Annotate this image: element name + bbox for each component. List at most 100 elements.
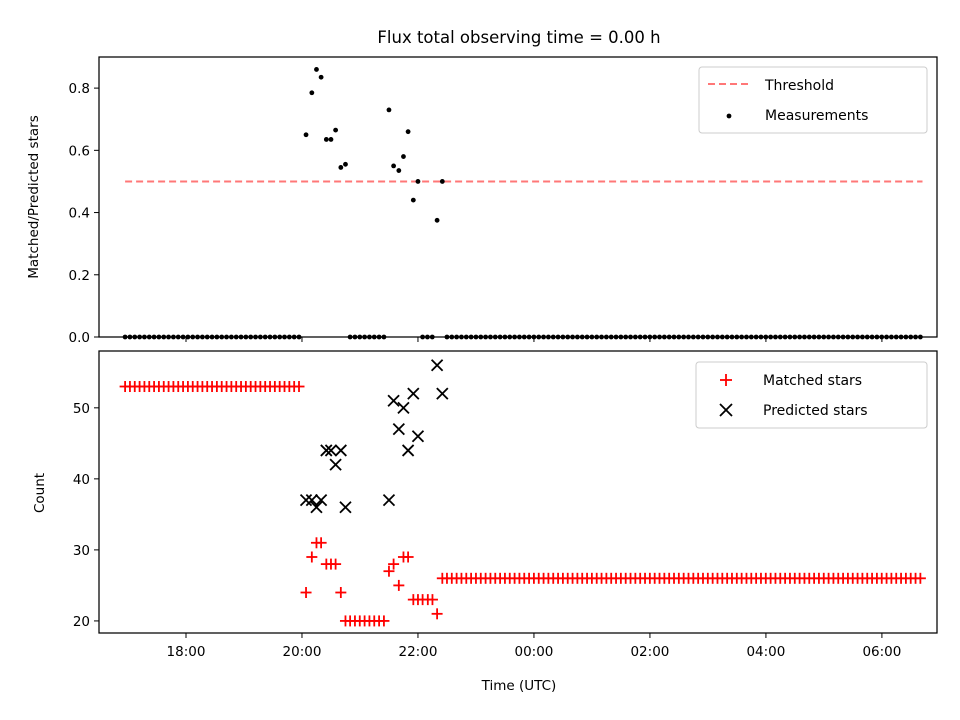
predicted-star-marker-b [299, 494, 313, 507]
x-tick-label: 22:00 [399, 644, 438, 660]
x-tick-label: 00:00 [514, 644, 553, 660]
predicted-star-marker-b [310, 501, 323, 514]
x-axis-label: Time (UTC) [481, 678, 557, 694]
measurement-point [303, 132, 309, 138]
legend-predicted-marker [719, 403, 733, 417]
predicted-star-marker-b [320, 444, 333, 457]
predicted-star-marker [320, 444, 333, 457]
bottom-y-tick-label: 20 [73, 614, 90, 630]
bottom-legend: Matched stars Predicted stars [695, 361, 928, 429]
top-y-tick-label: 0.8 [69, 81, 90, 97]
predicted-star-marker [382, 494, 396, 507]
matched-star-marker [431, 608, 443, 620]
measurement-point [343, 161, 348, 167]
measurement-point [396, 168, 402, 173]
bottom-y-tick-label: 40 [73, 472, 90, 488]
predicted-star-marker-b [324, 444, 338, 457]
predicted-star-marker [310, 501, 323, 514]
matched-star-marker [383, 565, 395, 577]
predicted-star-marker [329, 458, 342, 471]
matched-star-marker [315, 537, 327, 549]
predicted-star-marker-b [392, 422, 405, 436]
x-tick-label: 18:00 [167, 644, 206, 660]
bottom-y-ticks: 20 30 40 50 [73, 401, 99, 630]
bottom-y-tick-label: 30 [73, 543, 90, 559]
predicted-star-marker-b [339, 501, 352, 514]
predicted-star-marker [334, 444, 347, 457]
top-y-tick-label: 0.6 [69, 143, 90, 159]
matched-star-marker [436, 572, 448, 584]
predicted-star-marker [305, 494, 318, 507]
measurement-point [318, 74, 324, 80]
measurement-point [391, 163, 397, 169]
legend-matched-marker [720, 374, 732, 386]
top-y-axis-label: Matched/Predicted stars [26, 115, 42, 278]
predicted-star-marker-b [334, 444, 347, 457]
matched-star-marker [388, 558, 400, 570]
x-tick-label: 06:00 [862, 644, 901, 660]
top-axes-frame [98, 56, 938, 338]
matched-star-marker [402, 551, 414, 563]
bottom-y-tick-label: 50 [73, 401, 90, 417]
measurement-point [323, 137, 329, 142]
predicted-star-marker-b [329, 458, 342, 471]
predicted-star-marker [411, 430, 425, 443]
x-tick-label: 02:00 [630, 644, 669, 660]
top-y-tick-label: 0.4 [69, 206, 90, 222]
matched-star-marker [426, 594, 438, 606]
measurement-point [309, 90, 315, 96]
predicted-star-marker [392, 422, 405, 436]
predicted-star-marker-b [411, 430, 425, 443]
measurement-point [434, 217, 440, 223]
measurement-point [386, 107, 392, 113]
predicted-star-marker [299, 494, 313, 507]
x-tick-label: 20:00 [283, 644, 322, 660]
top-y-tick-label: 0.2 [69, 268, 90, 284]
measurement-point [410, 197, 416, 203]
predicted-star-marker-b [436, 387, 449, 400]
predicted-star-marker-b [382, 494, 396, 507]
predicted-star-marker [397, 401, 410, 414]
bottom-legend-box [695, 361, 928, 429]
predicted-star-marker-b [305, 494, 318, 507]
bottom-panel: 20 30 40 50 18:00 20:00 22:00 00:00 02:00 04:00 0… [32, 350, 938, 694]
predicted-star-marker [339, 501, 352, 514]
predicted-star-marker-b [387, 394, 400, 407]
x-tick-label: 04:00 [746, 644, 785, 660]
measurement-point [328, 137, 334, 142]
top-legend: Threshold Measurements [698, 66, 928, 134]
chart-title: Flux total observing time = 0.00 h [377, 28, 660, 47]
measurement-point [405, 129, 411, 135]
measurement-point [314, 67, 319, 72]
predicted-star-marker [314, 494, 328, 507]
top-panel: 0.00.20.40.60.8 Matched/Predicted stars … [26, 56, 938, 346]
predicted-star-marker [401, 444, 415, 457]
legend-measurements-marker [726, 113, 732, 119]
measurement-point [415, 179, 421, 184]
matched-star-marker [393, 579, 405, 591]
predicted-star-marker [436, 387, 449, 400]
predicted-star-marker-b [314, 494, 328, 507]
measurement-point [401, 154, 406, 159]
bottom-marks [119, 359, 926, 627]
top-x-ticks [185, 337, 883, 342]
bottom-x-ticks: 18:00 20:00 22:00 00:00 02:00 04:00 06:00 [167, 633, 901, 660]
measurement-point [439, 179, 445, 184]
matched-star-marker [378, 615, 390, 627]
predicted-star-marker [407, 387, 420, 400]
matched-star-marker [300, 587, 312, 599]
top-legend-box [698, 66, 928, 134]
legend-threshold-label: Threshold [764, 78, 834, 94]
matched-star-marker [335, 587, 347, 599]
legend-matched-label: Matched stars [763, 373, 862, 389]
predicted-star-marker-b [430, 359, 444, 372]
legend-predicted-label: Predicted stars [763, 403, 868, 419]
top-y-ticks: 0.0 0.2 0.4 0.6 0.8 [69, 81, 99, 346]
bottom-axes-frame [98, 350, 938, 634]
matched-star-marker [330, 558, 342, 570]
predicted-star-marker [430, 359, 444, 372]
bottom-y-axis-label: Count [32, 473, 48, 513]
predicted-star-marker-b [407, 387, 420, 400]
matched-star-marker [293, 381, 305, 393]
